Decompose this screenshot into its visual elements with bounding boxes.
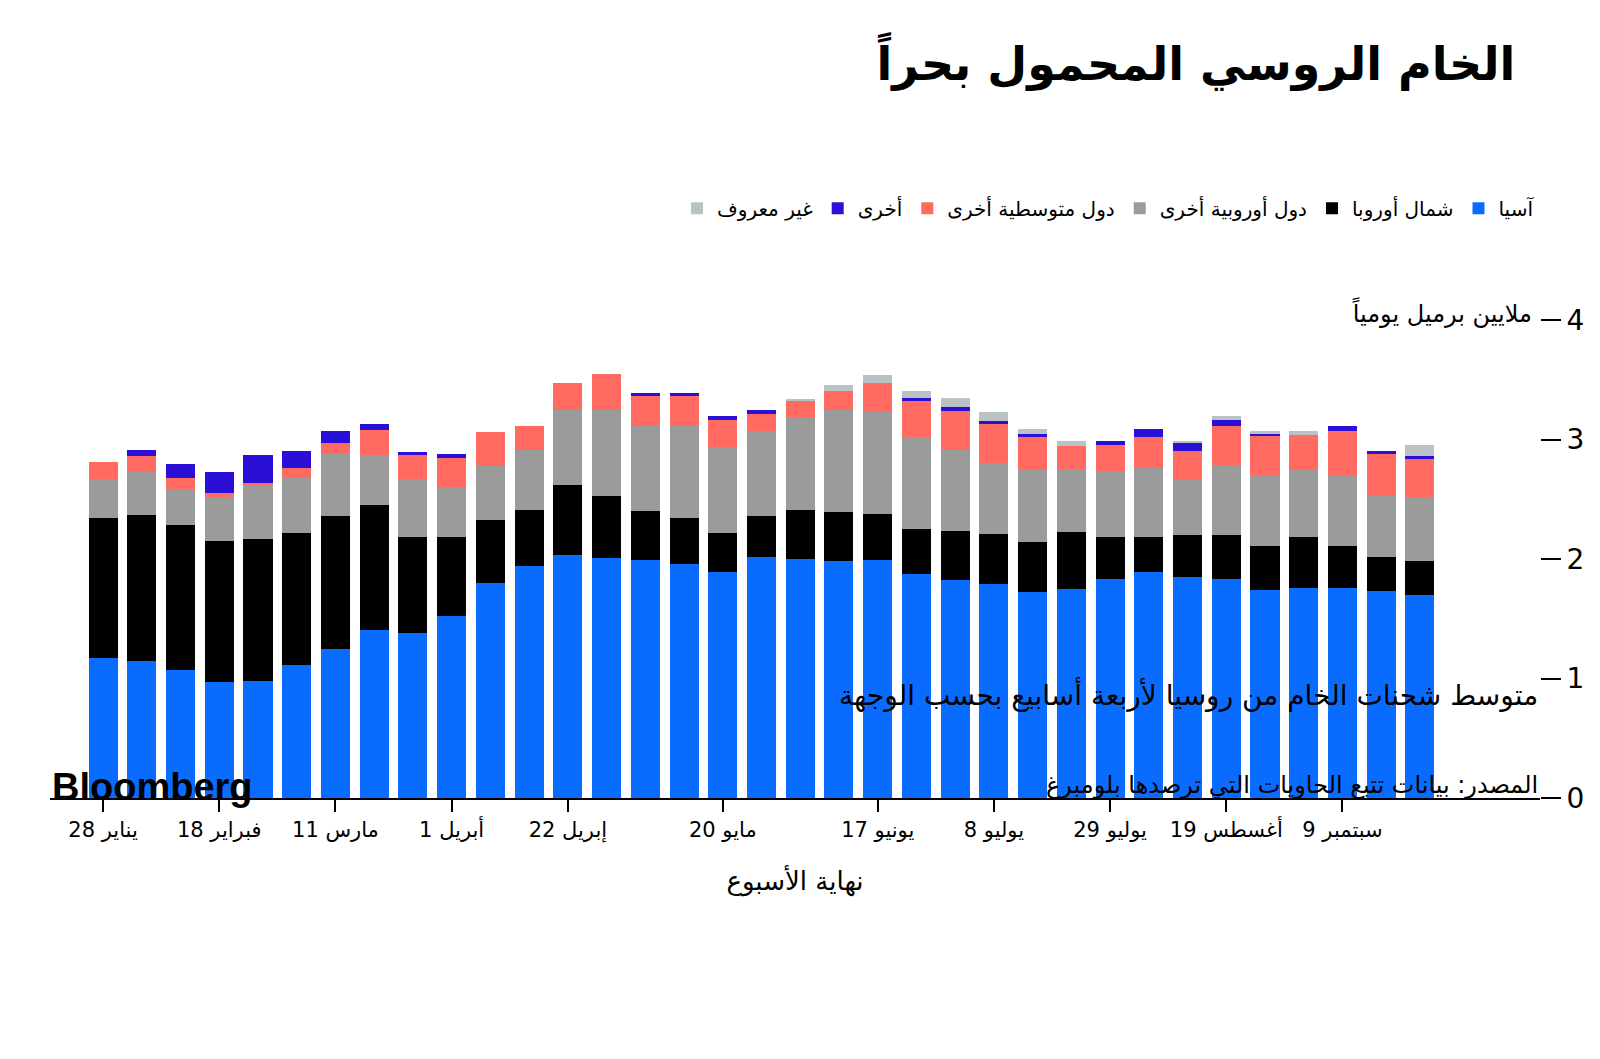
svg-text:17 يونيو: 17 يونيو: [841, 818, 914, 842]
svg-text:الخام الروسي المحمول بحراً: الخام الروسي المحمول بحراً: [877, 32, 1516, 91]
svg-text:1: 1: [1567, 662, 1585, 695]
svg-text:3: 3: [1567, 423, 1585, 456]
svg-text:22 إبريل: 22 إبريل: [529, 818, 607, 843]
svg-text:4: 4: [1567, 304, 1585, 337]
svg-text:نهاية الأسبوع: نهاية الأسبوع: [726, 864, 863, 897]
svg-text:غير معروف: غير معروف: [717, 197, 813, 221]
svg-text:المصدر: بيانات تتبع الحاويات ا: المصدر: بيانات تتبع الحاويات التي ترصدها…: [1046, 771, 1538, 799]
svg-text:آسيا: آسيا: [1499, 196, 1535, 221]
svg-text:11 مارس: 11 مارس: [292, 818, 379, 842]
svg-text:Bloomberg: Bloomberg: [52, 766, 253, 808]
svg-text:شمال أوروبا: شمال أوروبا: [1352, 196, 1454, 221]
svg-text:9 سبتمبر: 9 سبتمبر: [1302, 818, 1382, 842]
svg-text:19 أغسطس: 19 أغسطس: [1170, 816, 1283, 842]
svg-text:29 يوليو: 29 يوليو: [1073, 818, 1147, 842]
svg-text:متوسط شحنات الخام من روسيا لأر: متوسط شحنات الخام من روسيا لأربعة أسابيع…: [839, 676, 1538, 712]
svg-text:28 يناير: 28 يناير: [68, 818, 138, 842]
svg-text:18 فبراير: 18 فبراير: [177, 818, 262, 842]
svg-text:8 يوليو: 8 يوليو: [964, 818, 1024, 842]
svg-text:20 مايو: 20 مايو: [689, 818, 757, 842]
svg-text:دول أوروبية أخرى: دول أوروبية أخرى: [1160, 196, 1307, 221]
svg-text:2: 2: [1567, 543, 1585, 576]
svg-text:ملايين برميل يومياً: ملايين برميل يومياً: [1352, 297, 1532, 328]
svg-text:دول متوسطية أخرى: دول متوسطية أخرى: [947, 196, 1114, 221]
svg-text:0: 0: [1567, 782, 1585, 815]
svg-text:1 أبريل: 1 أبريل: [419, 816, 484, 842]
svg-text:أخرى: أخرى: [858, 196, 903, 221]
